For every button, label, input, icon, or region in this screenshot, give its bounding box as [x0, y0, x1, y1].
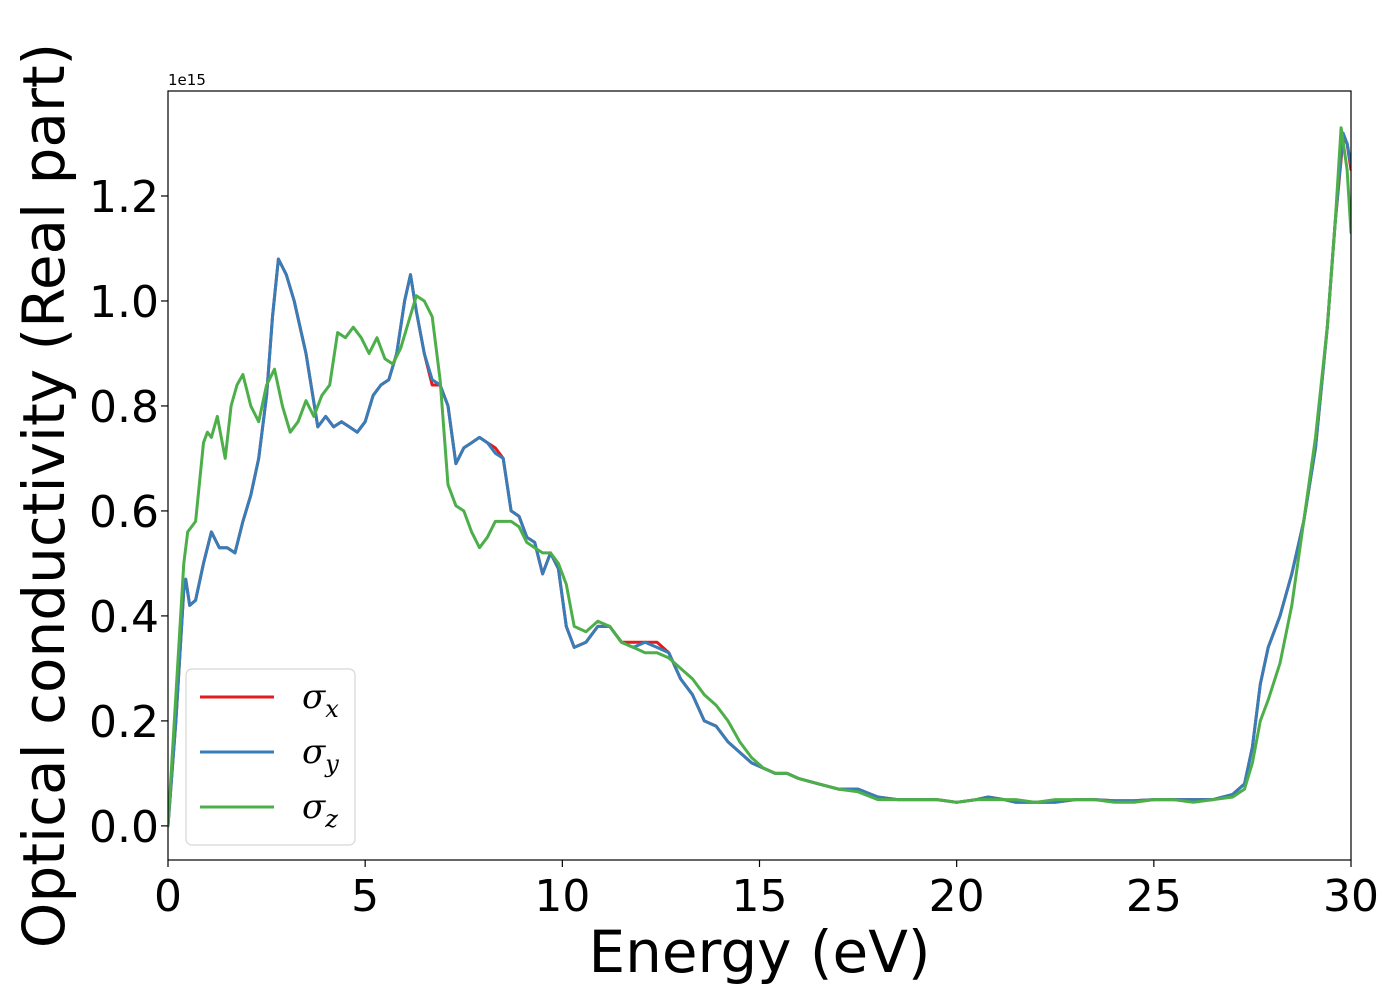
- y-axis-ticks: 0.0 0.2 0.4 0.6 0.8 1.0 1.2: [89, 172, 168, 853]
- x-tick-label: 15: [732, 871, 788, 922]
- y-tick-label: 0.8: [89, 382, 159, 433]
- y-tick-label: 1.2: [89, 172, 159, 223]
- y-axis-title: Optical conductivity (Real part): [10, 43, 78, 948]
- y-tick-label: 1.0: [89, 277, 159, 328]
- series-layer: [168, 126, 1351, 828]
- x-axis-title: Energy (eV): [588, 918, 930, 986]
- y-tick-label: 0.2: [89, 697, 159, 748]
- x-tick-label: 5: [351, 871, 379, 922]
- x-tick-label: 20: [929, 871, 985, 922]
- y-axis-offset-label: 1e15: [168, 71, 206, 89]
- x-tick-label: 25: [1126, 871, 1182, 922]
- series-line-y: [168, 131, 1351, 828]
- y-tick-label: 0.0: [89, 802, 159, 853]
- y-tick-label: 0.4: [89, 592, 159, 643]
- y-tick-label: 0.6: [89, 487, 159, 538]
- x-tick-label: 0: [154, 871, 182, 922]
- x-axis-ticks: 0 5 10 15 20 25 30: [154, 860, 1379, 922]
- x-tick-label: 10: [534, 871, 590, 922]
- legend-frame: [185, 668, 356, 846]
- x-tick-label: 30: [1323, 871, 1379, 922]
- series-line-z: [168, 126, 1351, 828]
